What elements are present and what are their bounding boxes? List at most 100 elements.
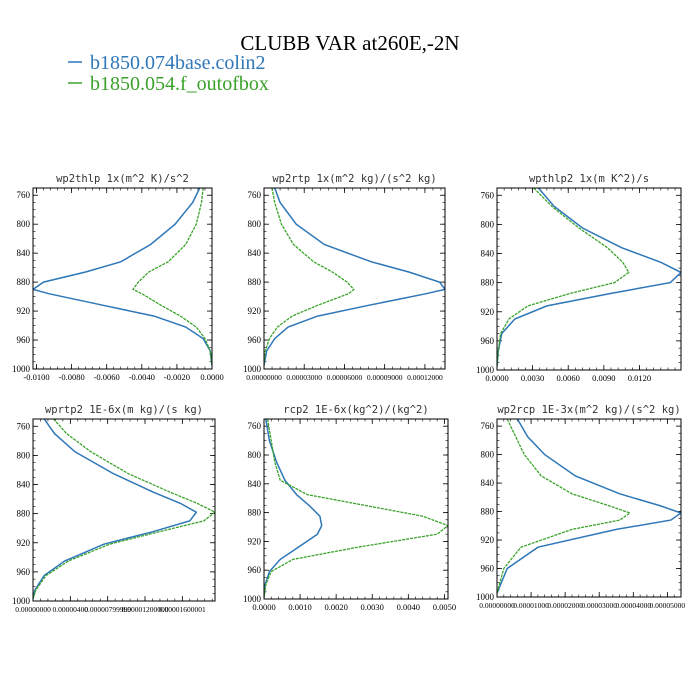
x-tick-label: 0.0000 <box>252 602 275 612</box>
y-tick-label: 760 <box>17 190 31 200</box>
y-tick-label: 920 <box>17 538 31 548</box>
x-tick-label: 0.00000400 <box>53 605 89 614</box>
series-line-2 <box>33 419 215 599</box>
y-tick-label: 920 <box>481 535 495 545</box>
plot-frame <box>496 187 682 371</box>
y-tick-label: 760 <box>481 190 495 200</box>
x-tick-label: 0.0030 <box>521 373 544 383</box>
x-tick-label: 0.0040 <box>397 602 420 612</box>
y-tick-label: 880 <box>17 277 31 287</box>
x-tick-label: 0.00009000 <box>367 373 403 382</box>
x-tick-label: 0.00002000 <box>547 601 583 610</box>
y-tick-label: 880 <box>481 507 495 517</box>
y-tick-label: 960 <box>17 567 31 577</box>
y-tick-label: 960 <box>481 564 495 574</box>
y-tick-label: 960 <box>248 335 262 345</box>
x-tick-label: 0.00003000 <box>286 373 322 382</box>
x-tick-label: 0.00001200000 <box>122 605 169 614</box>
y-tick-label: 960 <box>17 335 31 345</box>
series-line-1 <box>264 188 445 366</box>
x-tick-label: 0.0060 <box>557 373 580 383</box>
series-line-2 <box>264 188 355 366</box>
x-tick-label: -0.0060 <box>94 372 120 382</box>
x-tick-label: 0.0010 <box>288 602 311 612</box>
figure-title: CLUBB VAR at260E,-2N <box>240 31 459 55</box>
y-tick-label: 840 <box>17 248 31 258</box>
series-line-1 <box>33 419 198 599</box>
panel-1: wp2thlp 1x(m^2 K)/s^2 760 800 840 880 920 960 1… <box>12 173 224 382</box>
panel-title: rcp2 1E-6x(kg^2)/(kg^2) <box>283 404 428 416</box>
panel-2: wp2rtp 1x(m^2 kg)/(s^2 kg) 760 800 840 880 92… <box>243 173 446 382</box>
plot-frame <box>263 187 446 370</box>
legend-label-2: b1850.054.f_outofbox <box>90 73 269 95</box>
panel-4: wprtp2 1E-6x(m kg)/(s kg) 760 800 840 880 920… <box>12 404 216 614</box>
y-tick-label: 800 <box>481 219 495 229</box>
y-tick-label: 840 <box>481 478 495 488</box>
panel-title: wp2thlp 1x(m^2 K)/s^2 <box>56 173 189 185</box>
x-tick-label: 0.00000000 <box>15 605 51 614</box>
y-tick-label: 920 <box>248 306 262 316</box>
x-tick-label: 0.00006000 <box>327 373 363 382</box>
series-line-2 <box>264 419 448 598</box>
y-tick-label: 1000 <box>476 592 495 602</box>
y-tick-label: 760 <box>17 421 31 431</box>
plot-frame <box>32 187 213 370</box>
y-tick-label: 1000 <box>12 364 31 374</box>
x-tick-label: 0.0000 <box>485 373 508 383</box>
legend: b1850.074base.colin2 b1850.054.f_outofbo… <box>68 52 269 95</box>
x-tick-label: 0.0030 <box>361 602 384 612</box>
y-tick-label: 800 <box>17 219 31 229</box>
y-tick-label: 800 <box>481 450 495 460</box>
y-tick-label: 960 <box>481 336 495 346</box>
series-line-2 <box>497 188 630 367</box>
panel-title: wpthlp2 1x(m K^2)/s <box>529 173 649 185</box>
y-tick-label: 880 <box>248 508 262 518</box>
x-tick-label: 0.00005000 <box>650 601 686 610</box>
y-tick-label: 760 <box>248 421 262 431</box>
series-line-1 <box>33 188 212 366</box>
y-tick-label: 880 <box>481 278 495 288</box>
y-tick-label: 840 <box>17 480 31 490</box>
y-tick-label: 760 <box>481 421 495 431</box>
x-tick-label: -0.0080 <box>58 372 84 382</box>
series-line-1 <box>497 419 681 594</box>
y-tick-label: 920 <box>481 307 495 317</box>
x-tick-label: 0.00004000 <box>615 601 651 610</box>
y-tick-label: 840 <box>248 479 262 489</box>
x-tick-label: -0.0020 <box>164 372 190 382</box>
series-line-1 <box>497 188 681 367</box>
panels: wp2thlp 1x(m^2 K)/s^2 760 800 840 880 920 960 1… <box>12 173 685 614</box>
x-tick-label: 0.0120 <box>628 373 651 383</box>
x-tick-label: 0.0050 <box>433 602 456 612</box>
x-tick-label: 0.0000 <box>200 372 223 382</box>
y-tick-label: 1000 <box>243 594 262 604</box>
y-tick-label: 840 <box>481 249 495 259</box>
x-tick-label: 0.00012000 <box>407 373 443 382</box>
x-tick-label: 0.00003000 <box>581 601 617 610</box>
x-tick-label: 0.00001000 <box>513 601 549 610</box>
y-tick-label: 1000 <box>243 364 262 374</box>
plot-frame <box>263 418 449 600</box>
x-tick-label: 0.0090 <box>592 373 615 383</box>
x-tick-label: 0.0020 <box>324 602 347 612</box>
y-tick-label: 880 <box>17 509 31 519</box>
legend-label-1: b1850.074base.colin2 <box>90 52 266 74</box>
x-tick-label: 0.00000799999 <box>84 605 131 614</box>
y-tick-label: 800 <box>248 219 262 229</box>
y-tick-label: 800 <box>17 450 31 460</box>
x-tick-label: 0.00001600001 <box>159 605 206 614</box>
series-line-2 <box>132 188 212 366</box>
y-tick-label: 960 <box>248 565 262 575</box>
plot-frame <box>496 418 682 598</box>
series-line-2 <box>497 419 632 594</box>
y-tick-label: 760 <box>248 190 262 200</box>
x-tick-label: 0.00000000 <box>246 373 282 382</box>
y-tick-label: 1000 <box>12 596 31 606</box>
panel-5: rcp2 1E-6x(kg^2)/(kg^2) 760 800 840 880 920 96… <box>243 404 456 612</box>
panel-3: wpthlp2 1x(m K^2)/s 760 800 840 880 920 960 100… <box>476 173 682 383</box>
series-line-1 <box>264 419 323 598</box>
x-tick-label: -0.0040 <box>129 372 155 382</box>
y-tick-label: 880 <box>248 277 262 287</box>
panel-6: wp2rcp 1E-3x(m^2 kg)/(s^2 kg)760 800 840 88… <box>476 404 685 610</box>
